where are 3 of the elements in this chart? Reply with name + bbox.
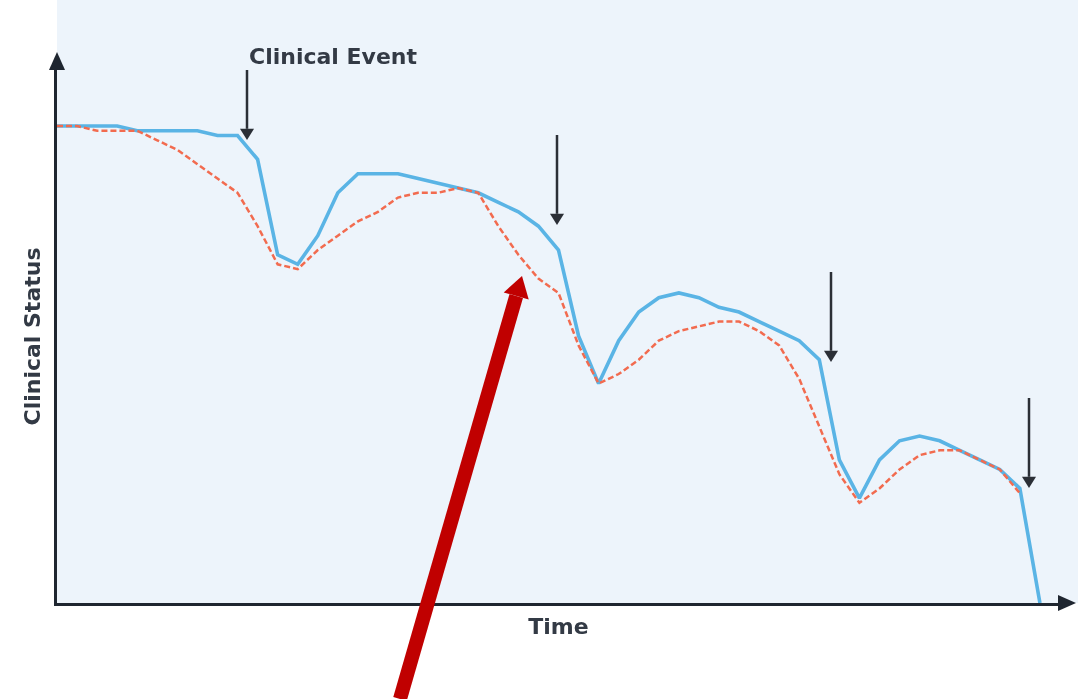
x-axis-title: Time (528, 614, 589, 640)
text: Clinical Event (249, 44, 418, 69)
y-axis-title: Clinical Status (20, 247, 46, 426)
